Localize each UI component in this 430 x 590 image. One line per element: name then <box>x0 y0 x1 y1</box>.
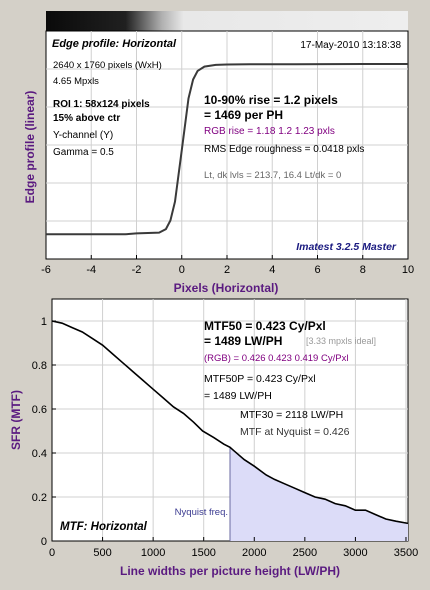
edge-x-tick-label: 2 <box>224 264 230 276</box>
mtf-y-tick-label: 0.2 <box>32 492 47 504</box>
edge-gridlines <box>46 31 408 259</box>
mtf-panel: 0 500 1000 1500 2000 2500 3000 3500 00.20.40.60… <box>9 298 418 578</box>
mtf50p-line-1: MTF50P = 0.423 Cy/Pxl <box>204 373 316 385</box>
edge-profile-panel: -6 -4 -2 0 2 4 6 8 10 Edge profile: Horizontal 1… <box>23 11 414 295</box>
mtf30-line: MTF30 = 2118 LW/PH <box>240 409 343 421</box>
edge-x-tick-label: 4 <box>269 264 275 276</box>
edge-channel-line-1: Y-channel (Y) <box>53 130 113 141</box>
edge-footer: Imatest 3.2.5 Master <box>296 241 397 253</box>
edge-profile-line <box>46 63 408 236</box>
edge-channel-line-2: Gamma = 0.5 <box>53 147 114 158</box>
edge-levels: Lt, dk lvls = 213.7, 16.4 Lt/dk = 0 <box>204 170 341 181</box>
edge-x-tick-label: -2 <box>132 264 142 276</box>
mtf-at-nyquist: MTF at Nyquist = 0.426 <box>240 426 350 438</box>
edge-x-tick-labels: -6 -4 -2 0 2 4 6 8 10 <box>41 255 414 276</box>
edge-x-tick-label: -6 <box>41 264 51 276</box>
mtf-rgb-mtf50: (RGB) = 0.426 0.423 0.419 Cy/Pxl <box>204 353 348 364</box>
edge-y-axis-label: Edge profile (linear) <box>23 91 37 204</box>
edge-gray-ramp <box>46 11 408 31</box>
edge-x-tick-label: 10 <box>402 264 414 276</box>
mtf-y-tick-label: 1 <box>41 316 47 328</box>
mtf-y-tick-label: 0.8 <box>32 360 47 372</box>
edge-x-tick-label: 6 <box>314 264 320 276</box>
mtf-y-tick-label: 0.4 <box>32 448 47 460</box>
edge-title: Edge profile: Horizontal <box>52 38 177 50</box>
edge-info-line-1: 2640 x 1760 pixels (WxH) <box>53 60 162 71</box>
mtf-y-tick-label: 0.6 <box>32 404 47 416</box>
edge-x-tick-label: 8 <box>360 264 366 276</box>
edge-rise-line-1: 10-90% rise = 1.2 pixels <box>204 93 338 107</box>
mtf-y-tick-labels: 0 0.2 0.4 0.6 0.8 1 <box>32 316 56 548</box>
edge-x-axis-label: Pixels (Horizontal) <box>174 281 279 295</box>
edge-timestamp: 17-May-2010 13:18:38 <box>300 40 401 51</box>
edge-roi-line-2: 15% above ctr <box>53 113 120 124</box>
mtf50-line-2: = 1489 LW/PH <box>204 334 282 348</box>
nyquist-shaded-area <box>230 447 408 541</box>
edge-roi-line-1: ROI 1: 58x124 pixels <box>53 99 150 110</box>
mtf-y-axis-label: SFR (MTF) <box>9 390 23 450</box>
mtf-ideal-note: [3.33 mpxls ideal] <box>306 336 376 346</box>
mtf-x-axis-label: Line widths per picture height (LW/PH) <box>120 564 340 578</box>
mtf-x-tick-labels: 0 500 1000 1500 2000 2500 3000 3500 <box>49 537 418 559</box>
nyquist-label: Nyquist freq. <box>175 507 228 518</box>
mtf-x-tick-label: 1000 <box>141 547 165 559</box>
edge-x-tick-label: 0 <box>179 264 185 276</box>
mtf-x-tick-label: 3000 <box>343 547 367 559</box>
mtf-curve <box>51 320 409 525</box>
edge-info-line-2: 4.65 Mpxls <box>53 76 99 87</box>
mtf-x-tick-label: 0 <box>49 547 55 559</box>
mtf-y-tick-label: 0 <box>41 536 47 548</box>
mtf50-line-1: MTF50 = 0.423 Cy/Pxl <box>204 319 326 333</box>
edge-roughness: RMS Edge roughness = 0.0418 pxls <box>204 144 364 155</box>
mtf-x-tick-label: 3500 <box>394 547 418 559</box>
mtf-x-tick-label: 1500 <box>191 547 215 559</box>
mtf-title: MTF: Horizontal <box>60 521 148 533</box>
mtf-x-tick-label: 500 <box>93 547 111 559</box>
mtf-x-tick-label: 2000 <box>242 547 266 559</box>
edge-x-tick-label: -4 <box>86 264 96 276</box>
edge-rgb-rise: RGB rise = 1.18 1.2 1.23 pxls <box>204 126 335 137</box>
edge-rise-line-2: = 1469 per PH <box>204 108 283 122</box>
mtf50p-line-2: = 1489 LW/PH <box>204 390 272 402</box>
mtf-x-tick-label: 2500 <box>293 547 317 559</box>
